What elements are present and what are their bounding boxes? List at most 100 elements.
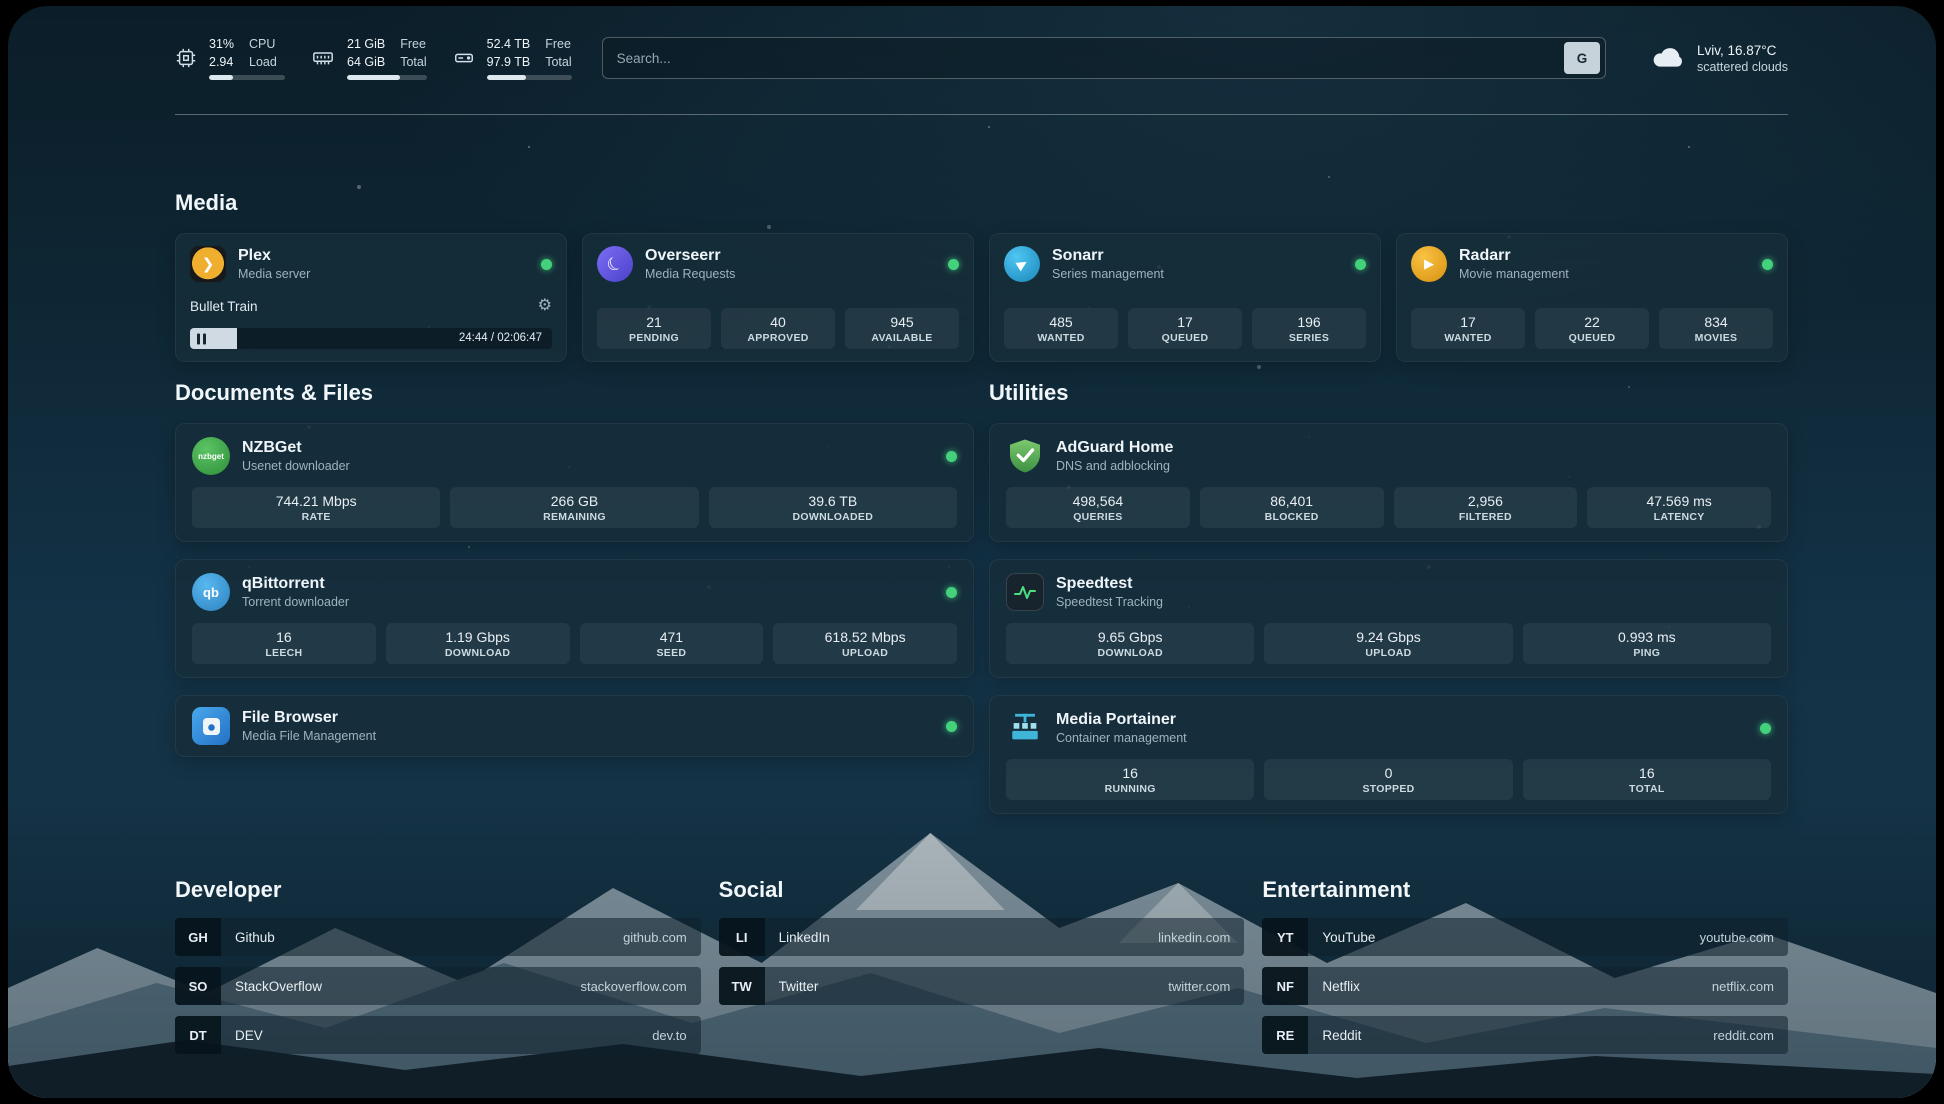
portainer-crane-icon [1006, 709, 1044, 747]
stat-label: RATE [301, 511, 331, 523]
cpu-progress-bar [209, 75, 285, 80]
memory-free-label: Free [400, 37, 426, 51]
app-stats: 17 WANTED 22 QUEUED 834 MOVIES [1411, 308, 1773, 349]
stat-label: QUERIES [1073, 511, 1123, 523]
app-subtitle: Movie management [1459, 267, 1569, 282]
app-stats: 21 PENDING 40 APPROVED 945 AVAILABLE [597, 308, 959, 349]
stat-box: 0 STOPPED [1264, 759, 1513, 800]
bookmark-linkedin[interactable]: LI LinkedIn linkedin.com [718, 918, 1245, 956]
bookmark-reddit[interactable]: RE Reddit reddit.com [1262, 1016, 1788, 1054]
stat-value: 16 [276, 629, 292, 645]
playback-time: 24:44 / 02:06:47 [458, 332, 542, 344]
media-card-grid: Plex Media server Bullet Train ⚙ 24:44 /… [175, 233, 1788, 362]
status-dot [541, 258, 552, 270]
app-subtitle: Media server [238, 267, 311, 282]
search-input[interactable] [616, 50, 1564, 66]
stat-box: 16 RUNNING [1006, 759, 1255, 800]
stat-value: 834 [1704, 314, 1728, 330]
system-monitor-widgets: 31% 2.94 CPU Load [175, 36, 572, 80]
stat-value: 9.24 Gbps [1356, 629, 1421, 645]
status-dot [948, 258, 959, 270]
snowfall [8, 6, 10, 8]
bookmark-twitter[interactable]: TW Twitter twitter.com [718, 967, 1245, 1005]
stat-label: FILTERED [1458, 511, 1512, 523]
stat-box: 618.52 Mbps UPLOAD [773, 623, 957, 664]
weather-location: Lviv, 16.87°C [1696, 42, 1777, 58]
stat-label: RUNNING [1104, 783, 1156, 795]
disk-progress-bar [486, 75, 572, 80]
memory-widget: 21 GiB 64 GiB Free Total [311, 36, 427, 80]
utilities-column: Utilities [989, 379, 1788, 814]
stat-box: 834 MOVIES [1659, 308, 1773, 349]
stat-label: QUEUED [1161, 332, 1209, 344]
app-card-adguard[interactable]: AdGuard Home DNS and adblocking 498,564 … [989, 423, 1788, 542]
bookmark-group-entertainment: Entertainment YT YouTube youtube.com NF … [1262, 876, 1788, 1054]
disk-icon [453, 47, 475, 69]
stat-label: WANTED [1444, 332, 1492, 344]
app-card-filebrowser[interactable]: File Browser Media File Management [175, 695, 974, 757]
stat-label: UPLOAD [842, 647, 889, 659]
weather-widget: Lviv, 16.87°C scattered clouds [1652, 43, 1788, 74]
bookmark-abbr: NF [1262, 967, 1309, 1005]
app-stats: 9.65 Gbps DOWNLOAD 9.24 Gbps UPLOAD 0.99… [1006, 623, 1771, 664]
section-title-media: Media [175, 190, 238, 215]
stat-box: 0.993 ms PING [1522, 623, 1771, 664]
stat-box: 16 LEECH [192, 623, 376, 664]
section-title-entertainment: Entertainment [1262, 877, 1411, 902]
bookmark-dev[interactable]: DT DEV dev.to [175, 1016, 701, 1054]
pause-icon[interactable] [197, 333, 206, 344]
top-bar: 31% 2.94 CPU Load [175, 36, 1788, 80]
app-card-speedtest[interactable]: Speedtest Speedtest Tracking 9.65 Gbps D… [989, 559, 1788, 678]
stat-box: 744.21 Mbps RATE [192, 487, 441, 528]
now-playing-title: Bullet Train [190, 298, 258, 314]
overseerr-icon [597, 246, 633, 282]
header-divider [175, 114, 1788, 115]
app-title: Radarr [1459, 246, 1511, 264]
stat-box: 17 WANTED [1411, 308, 1525, 349]
bookmark-netflix[interactable]: NF Netflix netflix.com [1262, 967, 1788, 1005]
gear-icon[interactable]: ⚙ [537, 297, 552, 314]
stat-box: 9.24 Gbps UPLOAD [1264, 623, 1513, 664]
bookmark-youtube[interactable]: YT YouTube youtube.com [1262, 918, 1788, 956]
bookmark-name: LinkedIn [778, 929, 830, 945]
stat-label: DOWNLOAD [1097, 647, 1163, 659]
stat-value: 266 GB [550, 493, 599, 509]
app-stats: 16 RUNNING 0 STOPPED 16 TOTAL [1006, 759, 1771, 800]
app-card-plex[interactable]: Plex Media server Bullet Train ⚙ 24:44 /… [175, 233, 567, 362]
bookmark-stackoverflow[interactable]: SO StackOverflow stackoverflow.com [175, 967, 701, 1005]
app-card-qbittorrent[interactable]: qBittorrent Torrent downloader 16 LEECH [175, 559, 974, 678]
bookmark-abbr: YT [1262, 918, 1309, 956]
weather-condition: scattered clouds [1696, 59, 1788, 74]
stat-box: 22 QUEUED [1535, 308, 1649, 349]
memory-progress-fill [347, 75, 401, 80]
cpu-usage: 31% [209, 37, 235, 51]
stat-label: LEECH [265, 647, 303, 659]
stat-value: 2,956 [1467, 493, 1503, 509]
stat-value: 39.6 TB [808, 493, 858, 509]
app-card-sonarr[interactable]: Sonarr Series management 485 WANTED 17 Q… [989, 233, 1381, 362]
nzbget-icon [192, 437, 230, 475]
qbittorrent-icon [192, 573, 230, 611]
app-card-nzbget[interactable]: NZBGet Usenet downloader 744.21 Mbps RAT… [175, 423, 974, 542]
bookmark-github[interactable]: GH Github github.com [175, 918, 701, 956]
bookmark-abbr: LI [718, 918, 765, 956]
bookmark-group-social: Social LI LinkedIn linkedin.com TW Twitt… [718, 876, 1245, 1054]
bookmark-name: Github [235, 929, 275, 945]
stat-value: 40 [770, 314, 786, 330]
app-subtitle: Media File Management [242, 729, 377, 744]
app-card-overseerr[interactable]: Overseerr Media Requests 21 PENDING 40 A… [582, 233, 974, 362]
cpu-label: CPU [249, 37, 276, 51]
stat-label: SERIES [1288, 332, 1330, 344]
status-dot [1355, 258, 1366, 270]
bookmark-url: linkedin.com [1158, 929, 1231, 945]
app-subtitle: DNS and adblocking [1056, 459, 1170, 474]
app-card-portainer[interactable]: Media Portainer Container management 16 … [989, 695, 1788, 814]
cpu-chip-icon [175, 47, 197, 69]
app-card-radarr[interactable]: Radarr Movie management 17 WANTED 22 QUE… [1396, 233, 1788, 362]
stat-label: MOVIES [1694, 332, 1738, 344]
search-engine-button[interactable]: G [1563, 42, 1600, 74]
app-stats: 485 WANTED 17 QUEUED 196 SERIES [1004, 308, 1366, 349]
stat-box: 47.569 ms LATENCY [1587, 487, 1771, 528]
dashboard-background: 31% 2.94 CPU Load [8, 6, 1936, 1098]
